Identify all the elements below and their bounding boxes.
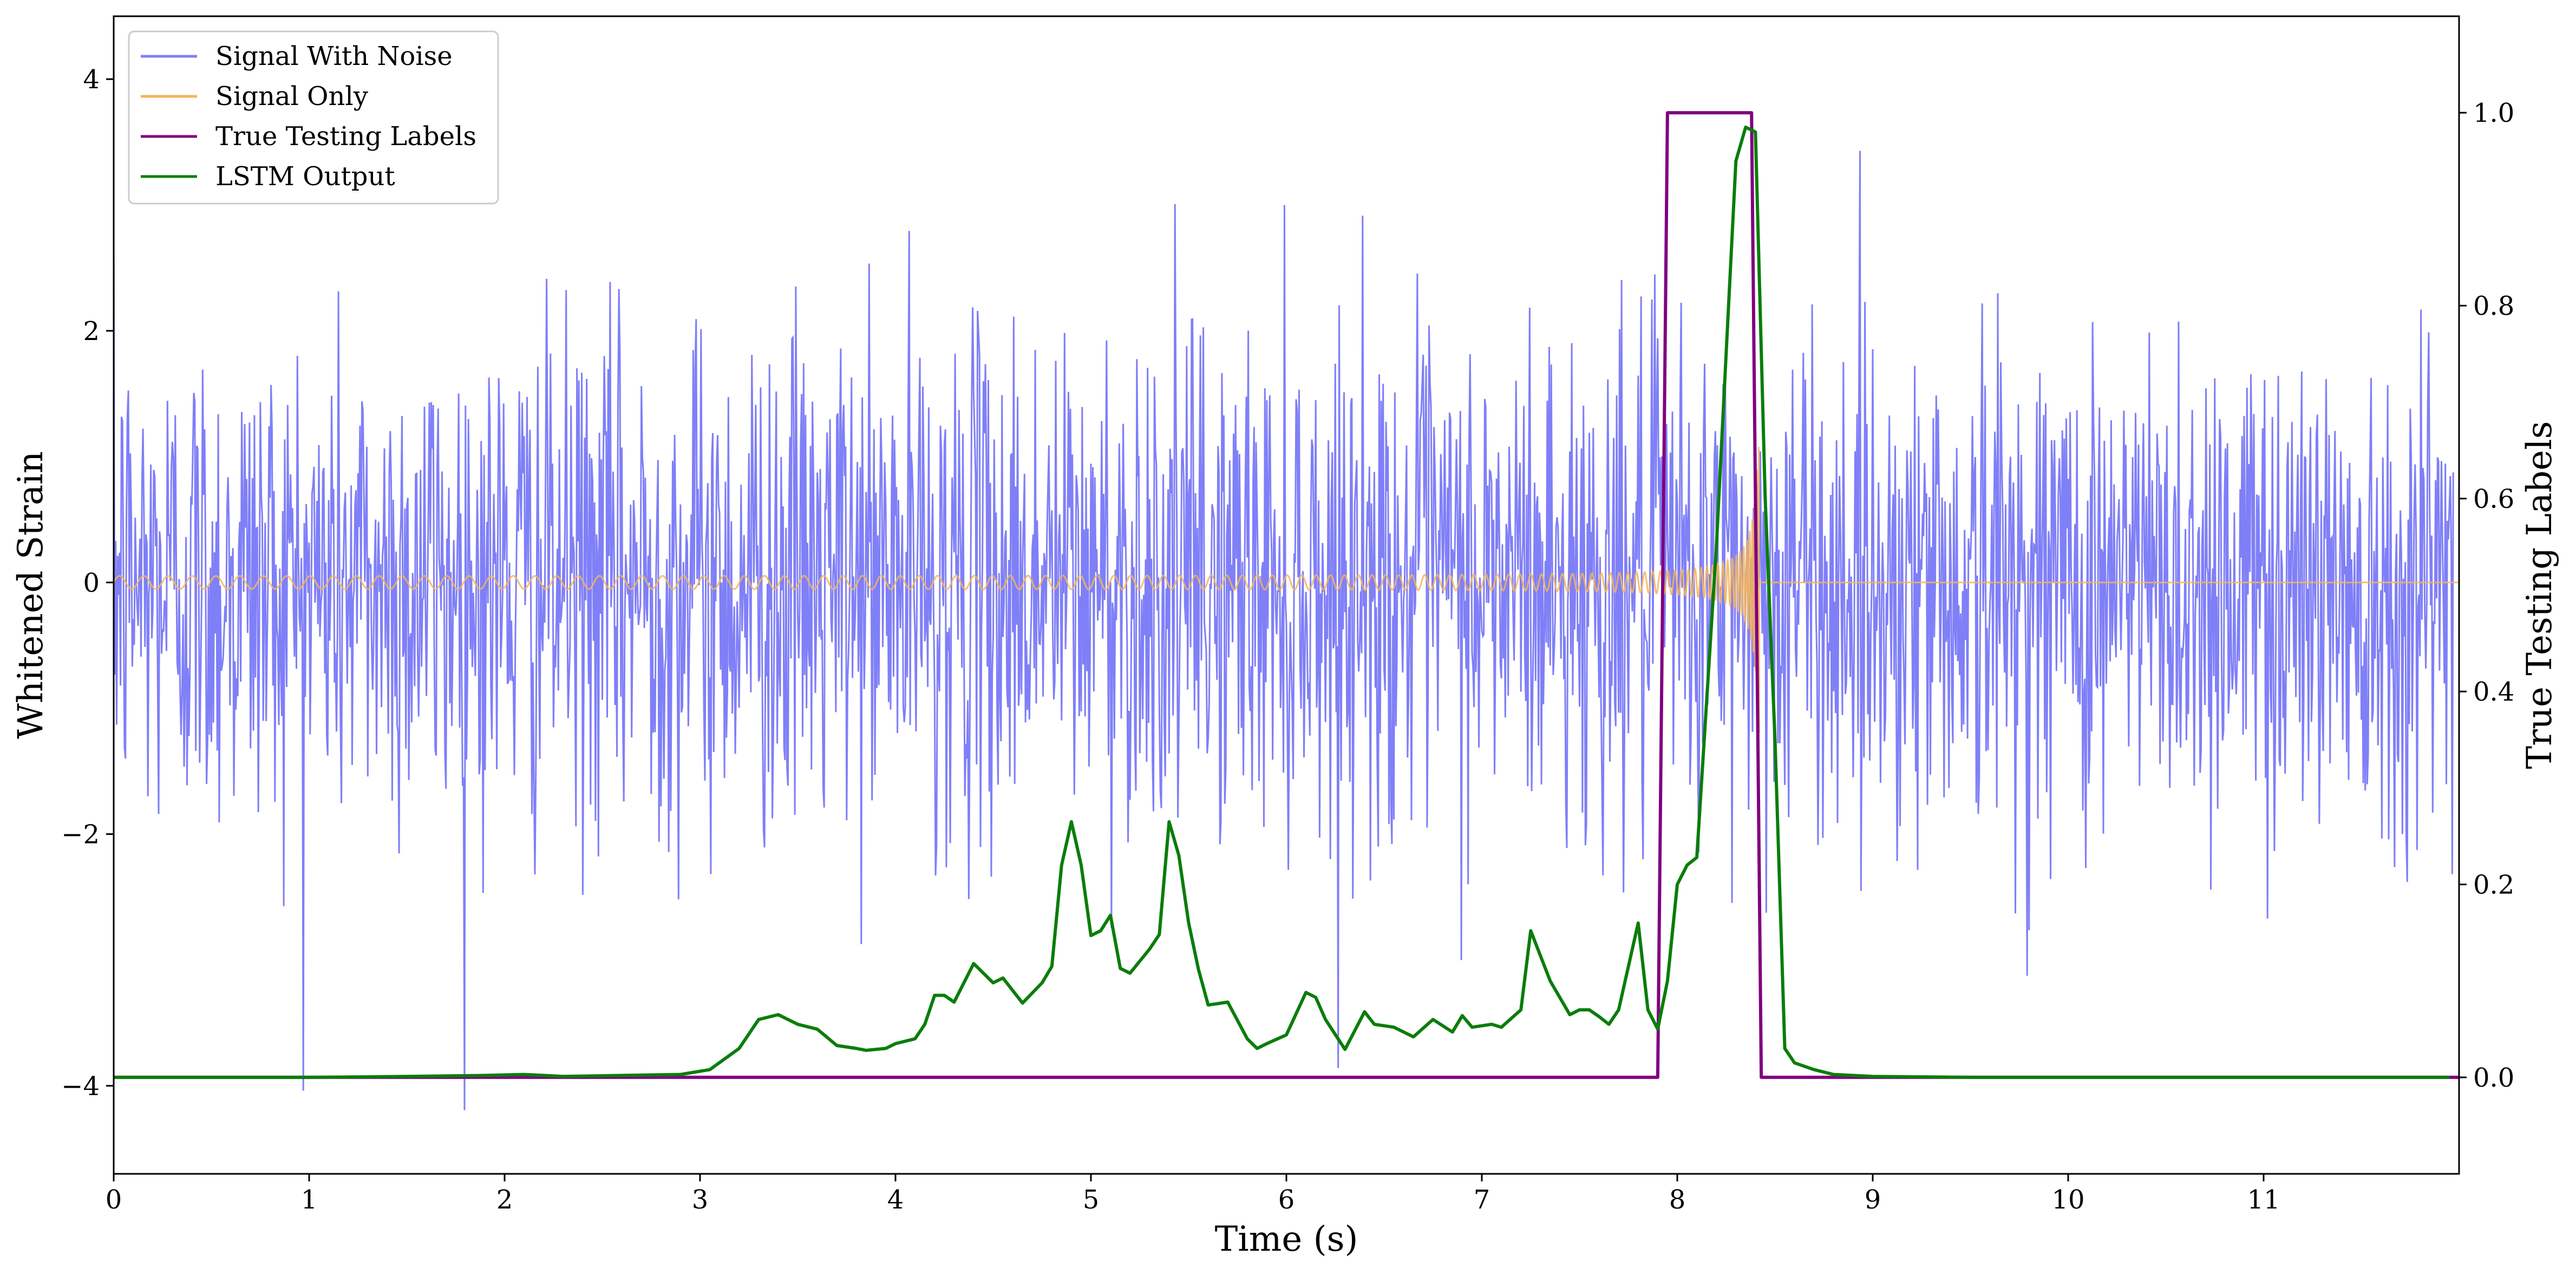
x-tick-label: 7 [1474,1185,1490,1215]
x-tick-label: 5 [1083,1185,1100,1215]
legend-label-signal-only: Signal Only [215,81,368,112]
legend: Signal With Noise Signal Only True Testi… [128,30,499,205]
y-right-tick-label: 1.0 [2473,98,2514,128]
series-signal-with-noise [114,151,2454,1110]
x-tick-label: 8 [1669,1185,1686,1215]
y-right-tick-label: 0.8 [2473,291,2514,322]
plot-area [114,111,2459,1110]
x-axis: 0 1 2 3 4 5 6 7 8 9 10 11 [106,1174,2280,1215]
y-left-tick-label: −4 [61,1071,100,1101]
legend-label-signal-with-noise: Signal With Noise [215,41,453,71]
y-right-tick-label: 0.2 [2473,870,2514,900]
y-right-tick-label: 0.0 [2473,1063,2514,1093]
y-left-tick-label: 4 [83,64,100,95]
x-tick-label: 10 [2051,1185,2084,1215]
x-tick-label: 2 [496,1185,513,1215]
y-axis-left-label: Whitened Strain [11,451,51,739]
series-lstm-output [114,125,2449,1079]
x-tick-label: 4 [887,1185,904,1215]
x-tick-label: 0 [106,1185,122,1215]
y-right-tick-label: 0.6 [2473,484,2514,514]
x-tick-label: 9 [1865,1185,1881,1215]
series-signal-only [114,447,2459,733]
x-tick-label: 6 [1278,1185,1295,1215]
y-axis-left: 4 2 0 −2 −4 [61,64,114,1101]
x-tick-label: 3 [692,1185,709,1215]
legend-label-lstm-output: LSTM Output [215,161,395,192]
y-axis-right: 1.0 0.8 0.6 0.4 0.2 0.0 [2459,98,2514,1093]
y-left-tick-label: 0 [83,568,100,598]
legend-box [128,30,499,205]
x-tick-label: 1 [301,1185,318,1215]
y-left-tick-label: 2 [83,316,100,347]
x-axis-label: Time (s) [1215,1219,1358,1259]
legend-label-true-testing-labels: True Testing Labels [215,121,476,152]
x-tick-label: 11 [2247,1185,2280,1215]
y-axis-right-label: True Testing Labels [2520,421,2560,769]
y-right-tick-label: 0.4 [2473,677,2514,707]
y-left-tick-label: −2 [61,820,100,850]
